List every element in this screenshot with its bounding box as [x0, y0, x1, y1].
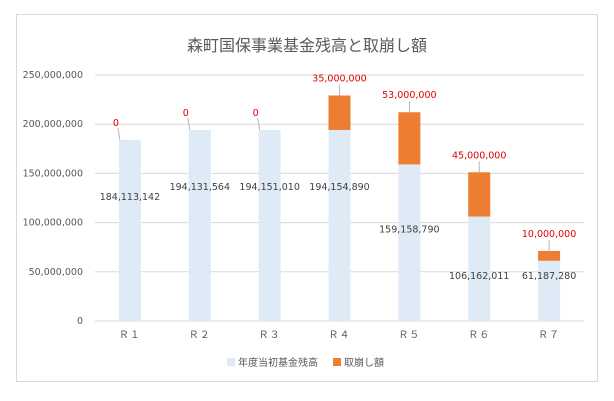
leader-line-0 — [117, 127, 121, 140]
chart-svg: 森町国保事業基金残高と取崩し額 0 50,000,000 100,000,000 15… — [23, 36, 584, 369]
y-tick-label-4: 200,000,000 — [23, 119, 83, 130]
withdrawal-value-label-0: 0 — [113, 118, 119, 129]
chart-frame: 森町国保事業基金残高と取崩し額 0 50,000,000 100,000,000 15… — [16, 14, 598, 382]
bars — [118, 95, 561, 321]
x-tick-label-0: Ｒ１ — [119, 330, 141, 341]
legend-label-withdrawal: 取崩し額 — [344, 356, 384, 369]
bar-withdrawal-5 — [468, 172, 491, 217]
x-tick-label-1: Ｒ２ — [189, 330, 211, 341]
withdrawal-value-label-6: 10,000,000 — [522, 229, 576, 240]
y-tick-label-1: 50,000,000 — [29, 267, 83, 278]
bar-base-2 — [258, 129, 281, 321]
data-labels: 184,113,142 0 194,131,564 0 194,151,010 0 194,… — [100, 74, 577, 282]
bar-base-0 — [118, 139, 141, 321]
x-axis-ticks: Ｒ１ Ｒ２ Ｒ３ Ｒ４ Ｒ５ Ｒ６ Ｒ７ — [119, 330, 560, 341]
leader-line-2 — [257, 117, 261, 131]
legend-swatch-base — [227, 358, 235, 366]
bar-withdrawal-3 — [328, 95, 351, 130]
legend-swatch-withdrawal — [333, 358, 341, 366]
base-value-label-0: 184,113,142 — [100, 192, 160, 203]
withdrawal-value-label-1: 0 — [183, 108, 189, 119]
base-value-label-3: 194,154,890 — [309, 182, 369, 193]
base-value-label-6: 61,187,280 — [522, 271, 576, 282]
bar-withdrawal-4 — [398, 112, 421, 165]
base-value-label-5: 106,162,011 — [449, 271, 509, 282]
base-value-label-2: 194,151,010 — [239, 182, 299, 193]
x-tick-label-6: Ｒ７ — [538, 330, 560, 341]
x-tick-label-4: Ｒ５ — [398, 330, 420, 341]
x-tick-label-5: Ｒ６ — [468, 330, 490, 341]
chart-title: 森町国保事業基金残高と取崩し額 — [187, 36, 427, 55]
bar-base-6 — [538, 260, 561, 321]
withdrawal-value-label-5: 45,000,000 — [452, 150, 506, 161]
y-tick-label-2: 100,000,000 — [23, 218, 83, 229]
bar-base-1 — [188, 129, 211, 321]
withdrawal-value-label-2: 0 — [253, 108, 259, 119]
base-value-label-1: 194,131,564 — [170, 182, 230, 193]
legend: 年度当初基金残高 取崩し額 — [227, 356, 384, 369]
leader-line-1 — [187, 117, 191, 131]
base-value-label-4: 159,158,790 — [379, 224, 439, 235]
bar-withdrawal-6 — [538, 250, 561, 261]
x-tick-label-3: Ｒ４ — [329, 330, 351, 341]
withdrawal-value-label-4: 53,000,000 — [382, 90, 436, 101]
x-tick-label-2: Ｒ３ — [259, 330, 281, 341]
bar-base-4 — [398, 164, 421, 321]
bar-base-5 — [468, 216, 491, 321]
legend-label-base: 年度当初基金残高 — [238, 356, 318, 369]
y-axis-ticks: 0 50,000,000 100,000,000 150,000,000 200,000… — [23, 70, 83, 327]
y-tick-label-0: 0 — [77, 316, 83, 327]
withdrawal-value-label-3: 35,000,000 — [312, 74, 366, 85]
y-tick-label-5: 250,000,000 — [23, 70, 83, 81]
y-tick-label-3: 150,000,000 — [23, 168, 83, 179]
bar-base-3 — [328, 129, 351, 321]
